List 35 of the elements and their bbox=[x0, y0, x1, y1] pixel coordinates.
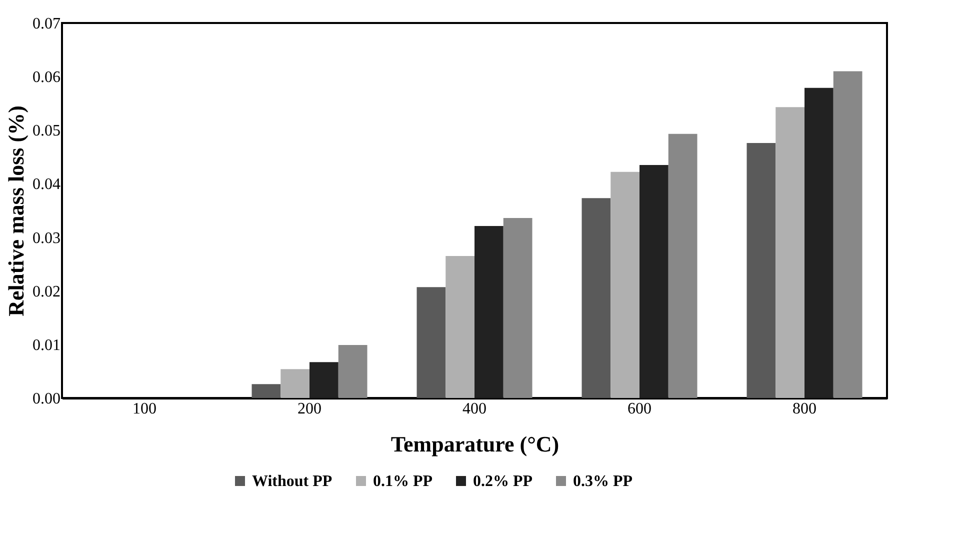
bar bbox=[503, 218, 532, 398]
bar bbox=[640, 164, 668, 398]
bar bbox=[746, 143, 776, 398]
legend-label: 0.3% PP bbox=[573, 473, 633, 490]
legend-label: Without PP bbox=[252, 473, 332, 490]
x-tick-label: 100 bbox=[132, 400, 156, 418]
y-tick-label: 0.06 bbox=[32, 69, 60, 86]
legend-label: 0.2% PP bbox=[473, 473, 533, 490]
bar bbox=[416, 287, 446, 398]
bar bbox=[310, 362, 338, 398]
y-tick-label: 0.00 bbox=[32, 390, 60, 408]
x-tick-label: 600 bbox=[628, 400, 652, 418]
bar bbox=[474, 226, 504, 398]
bar bbox=[776, 107, 804, 398]
bar bbox=[610, 172, 640, 398]
bar bbox=[804, 88, 834, 398]
y-tick-label: 0.05 bbox=[32, 122, 60, 140]
x-tick-label: 800 bbox=[792, 400, 816, 418]
y-axis-title: Relative mass loss (%) bbox=[4, 106, 28, 316]
bar bbox=[338, 344, 368, 398]
y-tick-label: 0.07 bbox=[32, 16, 60, 32]
bar bbox=[668, 134, 698, 398]
bar bbox=[446, 256, 474, 398]
bar bbox=[280, 369, 310, 398]
x-tick-label: 400 bbox=[462, 400, 486, 418]
x-tick-label: 200 bbox=[298, 400, 322, 418]
y-tick-label: 0.04 bbox=[32, 176, 60, 194]
y-tick-label: 0.01 bbox=[32, 336, 60, 354]
x-axis-title: Temparature (°C) bbox=[390, 432, 560, 456]
bar bbox=[833, 71, 862, 398]
legend-label: 0.1% PP bbox=[373, 473, 433, 490]
bar bbox=[252, 384, 281, 398]
bar bbox=[582, 198, 611, 398]
y-tick-label: 0.03 bbox=[32, 230, 60, 247]
y-tick-label: 0.02 bbox=[32, 283, 60, 300]
